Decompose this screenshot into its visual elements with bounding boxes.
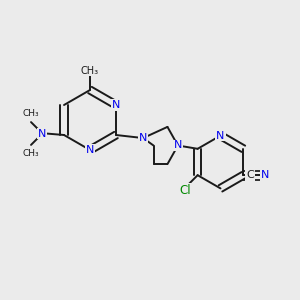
Text: CH₃: CH₃ xyxy=(81,65,99,76)
Text: N: N xyxy=(139,133,147,143)
Text: N: N xyxy=(112,100,120,110)
Text: N: N xyxy=(86,145,94,155)
Text: CH₃: CH₃ xyxy=(23,149,39,158)
Text: N: N xyxy=(38,128,46,139)
Text: C: C xyxy=(246,170,254,180)
Text: N: N xyxy=(261,170,269,180)
Text: Cl: Cl xyxy=(179,184,191,197)
Text: CH₃: CH₃ xyxy=(23,109,39,118)
Text: N: N xyxy=(216,130,225,141)
Text: N: N xyxy=(174,140,182,151)
